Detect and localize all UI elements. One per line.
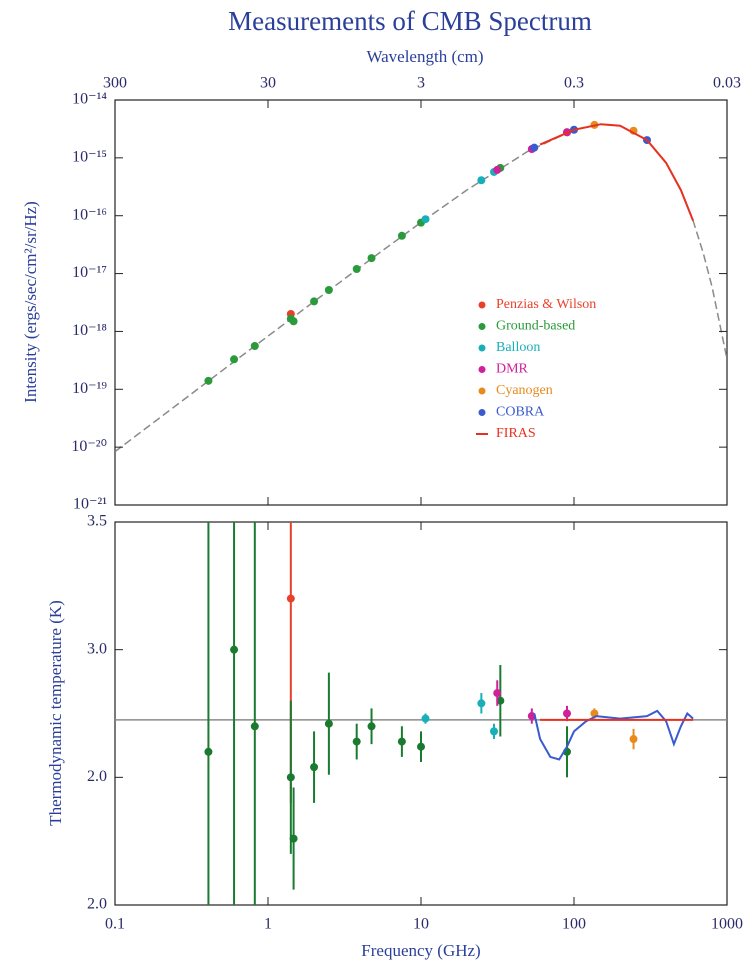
y-tick-label: 10⁻¹⁴ [72,91,107,108]
data-point [310,297,319,306]
data-point [489,727,498,736]
series-line [533,709,694,761]
legend-label: COBRA [496,405,545,420]
plot-area [115,120,727,453]
data-point [530,143,539,152]
data-point [310,763,319,772]
chart-title: Measurements of CMB Spectrum [228,6,592,36]
data-point [352,264,361,273]
data-point [397,231,406,240]
y-tick-label: 3.0 [87,640,107,657]
y-tick-label: 10⁻¹⁶ [72,206,107,223]
data-point [250,341,259,350]
data-point [286,773,295,782]
y-tick-label: 10⁻¹⁵ [72,149,107,166]
data-point [352,737,361,746]
x2-tick-label: 0.3 [564,75,584,92]
series-line [539,123,695,222]
legend-swatch [478,323,486,330]
legend-label: FIRAS [496,426,536,441]
data-point [629,735,638,744]
x2-tick-label: 3 [417,75,425,92]
data-point [324,719,333,728]
data-point [477,699,486,708]
data-point [289,317,298,326]
data-point [289,834,298,843]
legend-swatch [478,366,486,373]
y-tick-label: 10⁻²¹ [73,496,107,513]
legend-label: Balloon [496,340,540,355]
data-point [496,696,505,705]
y-tick-label: 3.5 [87,513,107,530]
data-point [286,594,295,603]
legend-label: Penzias & Wilson [496,297,596,312]
legend-swatch [478,387,486,395]
data-point [230,645,239,654]
y-tick-label: 10⁻¹⁹ [72,380,107,397]
x-tick-label: 1 [264,916,272,933]
y-tick-label: 10⁻¹⁸ [72,322,107,339]
legend-swatch [478,409,486,416]
data-point [230,355,239,364]
x-tick-label: 100 [562,916,586,933]
data-point [493,165,502,174]
plot-frame [114,99,728,506]
data-point [421,714,430,723]
legend-label: Ground-based [496,319,575,334]
data-point [367,254,376,263]
data-point [324,286,333,295]
x-tick-label: 0.1 [105,916,125,933]
y-tick-label: 10⁻²⁰ [71,438,107,455]
data-point [417,742,425,751]
legend-label: DMR [496,362,529,377]
data-point [477,176,486,185]
data-point [204,747,213,756]
reference-curve [115,123,727,453]
x-tick-label: 1000 [711,916,743,933]
legend-swatch [478,344,486,352]
x2-tick-label: 30 [260,75,276,92]
y-tick-label: 10⁻¹⁷ [72,264,107,281]
data-point [250,722,259,731]
plot-area [115,522,727,905]
legend-label: Cyanogen [496,383,553,398]
y-axis-title: Thermodynamic temperature (K) [46,600,65,826]
x2-tick-label: 300 [103,75,127,92]
data-point [367,722,376,731]
y-axis-title: Intensity (ergs/sec/cm²/sr/Hz) [21,201,40,403]
x-axis-title: Frequency (GHz) [361,941,480,960]
y-tick-label: 2.0 [87,896,107,913]
data-point [421,215,430,224]
plot-frame [114,521,728,906]
legend-swatch [478,301,486,309]
x2-axis-title: Wavelength (cm) [366,47,483,66]
x2-tick-label: 0.03 [713,75,741,92]
x-tick-label: 10 [413,916,429,933]
data-point [562,709,571,718]
y-tick-label: 2.0 [87,768,107,785]
data-point [397,737,406,746]
data-point [493,689,502,698]
data-point [204,376,213,385]
